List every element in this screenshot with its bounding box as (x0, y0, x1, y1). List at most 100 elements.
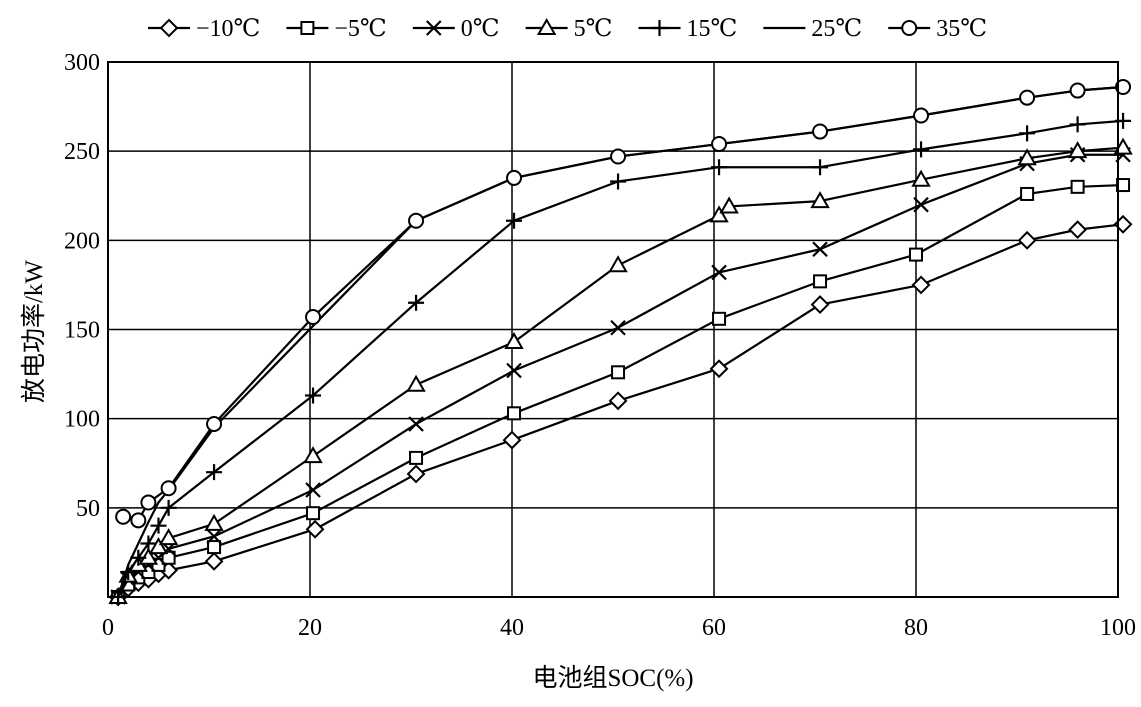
data-point-marker (812, 241, 828, 258)
data-point-marker (140, 494, 157, 511)
series-line (117, 119, 1124, 598)
data-point-marker (502, 430, 522, 450)
legend-label: 5℃ (574, 16, 613, 42)
data-point-marker (719, 196, 739, 214)
legend-item-5: 15℃ (638, 16, 738, 42)
legend-marker (159, 18, 179, 38)
data-point-marker (1017, 230, 1037, 250)
legend-marker (901, 20, 918, 36)
data-point-marker (810, 295, 830, 314)
legend-marker (300, 21, 315, 35)
y-tick-label: 200 (64, 228, 100, 254)
data-point-marker (140, 535, 157, 552)
y-axis-title: 放电功率/kW (20, 260, 48, 403)
legend-label: −5℃ (334, 16, 386, 42)
data-point-marker (303, 446, 323, 464)
data-point-marker (1115, 78, 1132, 95)
plot-frame (107, 61, 1119, 598)
data-point-marker (506, 169, 523, 186)
series-line (117, 223, 1124, 598)
series-2-5 (111, 178, 1131, 604)
data-point-marker (506, 362, 522, 379)
data-point-marker (130, 549, 147, 566)
data-point-marker (913, 196, 929, 213)
data-point-marker (507, 406, 522, 421)
data-point-marker (158, 528, 179, 546)
data-point-marker (1068, 220, 1088, 240)
data-point-marker (409, 450, 424, 465)
data-point-marker (305, 387, 322, 404)
x-tick-label: 80 (904, 615, 928, 641)
series-7-35 (115, 78, 1132, 529)
data-point-marker (812, 123, 829, 140)
legend-marker (651, 20, 668, 36)
data-point-marker (610, 173, 627, 190)
data-point-marker (1017, 148, 1037, 166)
y-tick-label: 150 (64, 318, 100, 344)
y-tick-label: 100 (64, 407, 100, 433)
data-point-marker (408, 416, 424, 432)
series-5-15 (110, 112, 1132, 605)
data-point-marker (206, 416, 223, 433)
data-point-marker (610, 148, 627, 165)
data-point-marker (608, 255, 628, 273)
data-point-marker (610, 319, 626, 336)
data-point-marker (608, 391, 628, 411)
legend-item-2: −5℃ (286, 16, 387, 42)
plot-series (108, 78, 1133, 607)
legend-marker (426, 20, 442, 36)
data-point-marker (408, 294, 425, 311)
legend-label: 0℃ (461, 16, 500, 42)
data-point-marker (204, 551, 224, 571)
data-point-marker (305, 519, 325, 539)
legend-label: −10℃ (196, 16, 260, 42)
data-point-marker (709, 359, 729, 379)
y-tick-label: 300 (64, 50, 100, 76)
data-point-marker (306, 506, 321, 521)
data-point-marker (1020, 186, 1035, 201)
tick-labels: 0 20 40 60 80 100 50 100 150 200 250 300 (64, 50, 1136, 641)
data-point-marker (206, 528, 222, 545)
data-point-marker (813, 274, 828, 289)
data-point-marker (130, 512, 147, 529)
legend-label: 15℃ (687, 16, 738, 42)
data-point-marker (1113, 137, 1133, 155)
data-point-marker (161, 550, 176, 565)
data-point-marker (1069, 82, 1086, 99)
legend: −10℃ −5℃ 0℃ 5℃ 15℃ 25℃ 35℃ (148, 16, 987, 42)
data-point-marker (160, 480, 177, 497)
data-point-marker (611, 365, 626, 380)
x-tick-label: 0 (102, 615, 114, 641)
data-point-marker (206, 464, 223, 481)
legend-label: 35℃ (936, 16, 987, 42)
data-point-marker (711, 159, 728, 176)
y-tick-label: 50 (76, 496, 100, 522)
data-point-marker (148, 537, 169, 555)
data-point-marker (810, 191, 830, 209)
data-point-marker (1070, 179, 1085, 194)
legend-item-6: 25℃ (763, 16, 862, 42)
data-point-marker (1019, 89, 1036, 106)
data-point-marker (406, 374, 426, 392)
y-tick-label: 250 (64, 139, 100, 165)
data-point-marker (506, 212, 523, 229)
data-point-marker (408, 212, 425, 229)
x-tick-label: 20 (298, 615, 322, 641)
legend-marker (536, 17, 557, 35)
legend-item-7: 35℃ (888, 16, 987, 42)
data-point-marker (909, 247, 923, 262)
data-point-marker (911, 275, 931, 295)
data-point-marker (115, 508, 132, 525)
data-point-marker (406, 464, 426, 484)
data-point-marker (150, 517, 167, 534)
data-point-marker (913, 107, 930, 124)
legend-item-4: 5℃ (525, 16, 613, 42)
data-point-marker (160, 499, 177, 516)
series-line (117, 183, 1124, 598)
data-point-marker (504, 331, 524, 349)
legend-label: 25℃ (811, 16, 862, 42)
data-point-marker (1069, 116, 1086, 133)
data-point-marker (204, 513, 224, 531)
x-axis-title: 电池组SOC(%) (532, 664, 693, 692)
